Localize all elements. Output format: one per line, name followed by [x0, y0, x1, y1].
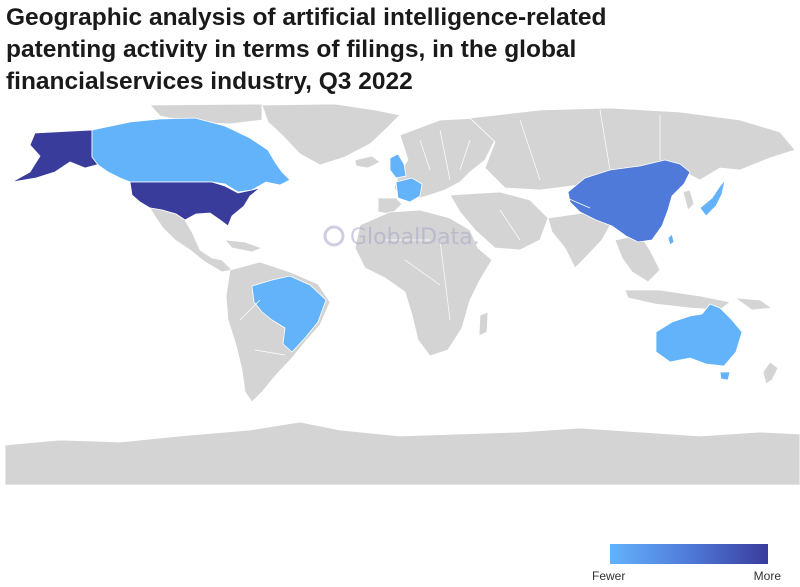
legend-max-label: More: [753, 569, 781, 583]
region-antarctica: [4, 421, 800, 486]
region-iceland: [354, 155, 381, 169]
region-asia: [469, 107, 796, 191]
title-line-3: financialservices industry, Q3 2022: [6, 68, 413, 95]
region-united-kingdom: [389, 153, 407, 179]
region-madagascar: [478, 311, 489, 337]
region-tasmania: [719, 371, 731, 381]
legend-min-label: Fewer: [592, 569, 626, 583]
world-map: GlobalData.: [4, 103, 800, 486]
globaldata-watermark: GlobalData.: [323, 225, 480, 250]
region-greenland: [261, 103, 401, 166]
region-japan: [699, 179, 726, 217]
region-brazil: [251, 275, 327, 353]
region-caribbean: [224, 239, 264, 253]
legend-gradient-bar: [610, 544, 768, 564]
title-line-1: Geographic analysis of artificial intell…: [6, 4, 607, 31]
watermark-text: GlobalData.: [350, 225, 480, 250]
region-taiwan: [667, 233, 675, 246]
region-middle-east: [449, 191, 549, 251]
region-africa: [354, 209, 493, 357]
region-new-guinea: [733, 297, 774, 311]
title-line-2: patenting activity in terms of filings, …: [6, 36, 577, 63]
region-australia: [655, 303, 743, 367]
region-mexico: [149, 207, 233, 273]
color-legend: Fewer More: [592, 544, 781, 584]
region-alaska: [11, 129, 101, 183]
region-france: [395, 177, 423, 203]
region-china: [567, 159, 691, 243]
region-new-zealand: [762, 361, 779, 385]
country-borders: [239, 109, 661, 356]
region-korea: [682, 189, 695, 211]
chart-title: Geographic analysis of artificial intell…: [6, 2, 686, 98]
region-canada: [91, 117, 291, 193]
watermark-logo-icon: [323, 225, 345, 247]
region-iberia: [377, 197, 403, 215]
